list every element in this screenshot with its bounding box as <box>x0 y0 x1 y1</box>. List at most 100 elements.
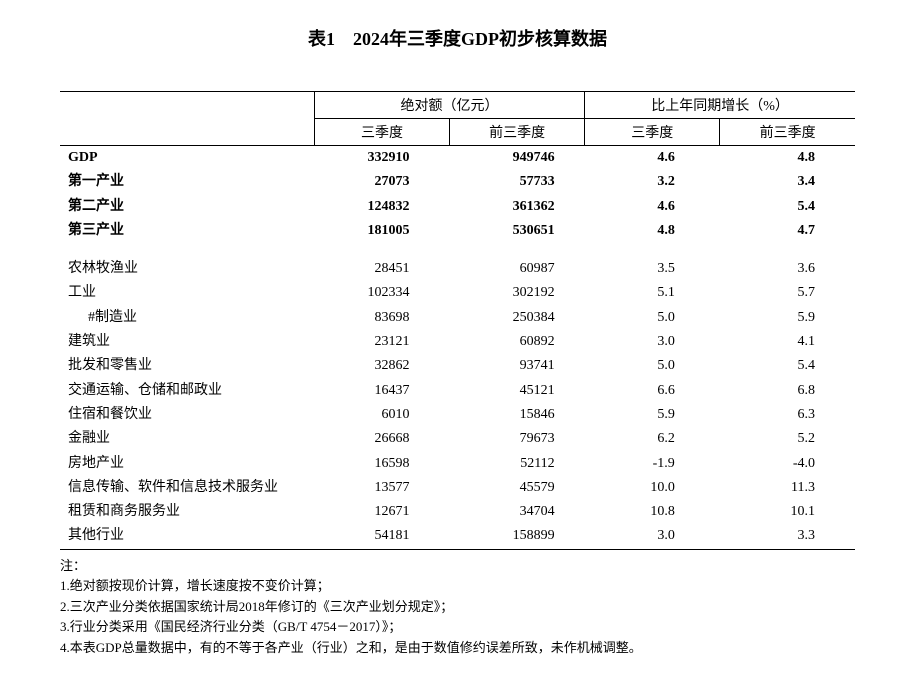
row-value: 45579 <box>450 476 585 500</box>
row-label: 第三产业 <box>60 219 314 243</box>
row-value: 6010 <box>314 403 449 427</box>
row-value: 10.0 <box>585 476 720 500</box>
row-label: 住宿和餐饮业 <box>60 403 314 427</box>
row-value: 23121 <box>314 330 449 354</box>
row-value: 79673 <box>450 427 585 451</box>
table-row: 其他行业541811588993.03.3 <box>60 524 855 549</box>
table-row: 交通运输、仓储和邮政业16437451216.66.8 <box>60 379 855 403</box>
row-value: 949746 <box>450 146 585 171</box>
header-group-absolute: 绝对额（亿元） <box>314 92 584 119</box>
table-row: 农林牧渔业28451609873.53.6 <box>60 257 855 281</box>
row-value: 361362 <box>450 195 585 219</box>
row-value: 13577 <box>314 476 449 500</box>
row-value: 60892 <box>450 330 585 354</box>
row-value: 158899 <box>450 524 585 549</box>
row-value: 83698 <box>314 306 449 330</box>
row-value: 4.6 <box>585 195 720 219</box>
row-value: 332910 <box>314 146 449 171</box>
table-row: 第一产业27073577333.23.4 <box>60 170 855 194</box>
row-value: 5.0 <box>585 354 720 378</box>
table-body: GDP3329109497464.64.8第一产业27073577333.23.… <box>60 146 855 550</box>
row-value: 5.4 <box>720 354 855 378</box>
footnotes: 注： 1.绝对额按现价计算，增长速度按不变价计算； 2.三次产业分类依据国家统计… <box>60 556 855 658</box>
row-value: 6.6 <box>585 379 720 403</box>
row-value: 5.7 <box>720 281 855 305</box>
row-label: GDP <box>60 146 314 171</box>
header-ytd-growth: 前三季度 <box>720 119 855 146</box>
row-value: 6.3 <box>720 403 855 427</box>
row-value: 10.1 <box>720 500 855 524</box>
note-head: 注： <box>60 556 855 576</box>
row-value: 27073 <box>314 170 449 194</box>
row-value: 124832 <box>314 195 449 219</box>
row-value: 15846 <box>450 403 585 427</box>
row-value: 3.2 <box>585 170 720 194</box>
row-value: 302192 <box>450 281 585 305</box>
header-q3-growth: 三季度 <box>585 119 720 146</box>
row-value: 6.2 <box>585 427 720 451</box>
row-label: 金融业 <box>60 427 314 451</box>
table-row: 批发和零售业32862937415.05.4 <box>60 354 855 378</box>
table-row: 住宿和餐饮业6010158465.96.3 <box>60 403 855 427</box>
row-value: 5.4 <box>720 195 855 219</box>
row-value: 3.6 <box>720 257 855 281</box>
row-label: 第二产业 <box>60 195 314 219</box>
row-value: 28451 <box>314 257 449 281</box>
row-label: 租赁和商务服务业 <box>60 500 314 524</box>
table-row: 建筑业23121608923.04.1 <box>60 330 855 354</box>
row-label: 农林牧渔业 <box>60 257 314 281</box>
row-value: 4.1 <box>720 330 855 354</box>
row-value: 3.0 <box>585 330 720 354</box>
row-value: 16437 <box>314 379 449 403</box>
row-label: 批发和零售业 <box>60 354 314 378</box>
row-value: 93741 <box>450 354 585 378</box>
table-title: 表1 2024年三季度GDP初步核算数据 <box>60 25 855 51</box>
row-value: 4.8 <box>585 219 720 243</box>
row-value: 57733 <box>450 170 585 194</box>
row-label: 建筑业 <box>60 330 314 354</box>
row-label: #制造业 <box>60 306 314 330</box>
header-q3-abs: 三季度 <box>314 119 449 146</box>
note-4: 4.本表GDP总量数据中，有的不等于各产业（行业）之和，是由于数值修约误差所致，… <box>60 638 855 658</box>
row-value: 6.8 <box>720 379 855 403</box>
row-value: 4.7 <box>720 219 855 243</box>
table-row: 第三产业1810055306514.84.7 <box>60 219 855 243</box>
table-row: 第二产业1248323613624.65.4 <box>60 195 855 219</box>
row-value: 60987 <box>450 257 585 281</box>
row-value: 250384 <box>450 306 585 330</box>
row-value: 12671 <box>314 500 449 524</box>
table-row: 房地产业1659852112-1.9-4.0 <box>60 452 855 476</box>
row-value: 26668 <box>314 427 449 451</box>
row-value: 5.0 <box>585 306 720 330</box>
row-value: 16598 <box>314 452 449 476</box>
table-row: 工业1023343021925.15.7 <box>60 281 855 305</box>
row-label: 交通运输、仓储和邮政业 <box>60 379 314 403</box>
row-value: 5.9 <box>720 306 855 330</box>
row-value: 52112 <box>450 452 585 476</box>
spacer-row <box>60 243 855 257</box>
row-value: 54181 <box>314 524 449 549</box>
row-value: 530651 <box>450 219 585 243</box>
row-value: 181005 <box>314 219 449 243</box>
row-value: 34704 <box>450 500 585 524</box>
row-value: 10.8 <box>585 500 720 524</box>
note-1: 1.绝对额按现价计算，增长速度按不变价计算； <box>60 576 855 596</box>
table-row: 信息传输、软件和信息技术服务业135774557910.011.3 <box>60 476 855 500</box>
table-row: 租赁和商务服务业126713470410.810.1 <box>60 500 855 524</box>
row-value: 45121 <box>450 379 585 403</box>
row-value: 4.8 <box>720 146 855 171</box>
row-label: 信息传输、软件和信息技术服务业 <box>60 476 314 500</box>
row-value: 3.0 <box>585 524 720 549</box>
row-value: -1.9 <box>585 452 720 476</box>
row-label: 工业 <box>60 281 314 305</box>
row-value: 32862 <box>314 354 449 378</box>
header-ytd-abs: 前三季度 <box>450 119 585 146</box>
row-value: 4.6 <box>585 146 720 171</box>
note-3: 3.行业分类采用《国民经济行业分类（GB/T 4754－2017）》； <box>60 617 855 637</box>
row-label: 第一产业 <box>60 170 314 194</box>
row-value: 5.1 <box>585 281 720 305</box>
row-value: 3.3 <box>720 524 855 549</box>
gdp-table: 绝对额（亿元） 比上年同期增长（%） 三季度 前三季度 三季度 前三季度 GDP… <box>60 91 855 550</box>
row-value: 3.4 <box>720 170 855 194</box>
row-value: -4.0 <box>720 452 855 476</box>
